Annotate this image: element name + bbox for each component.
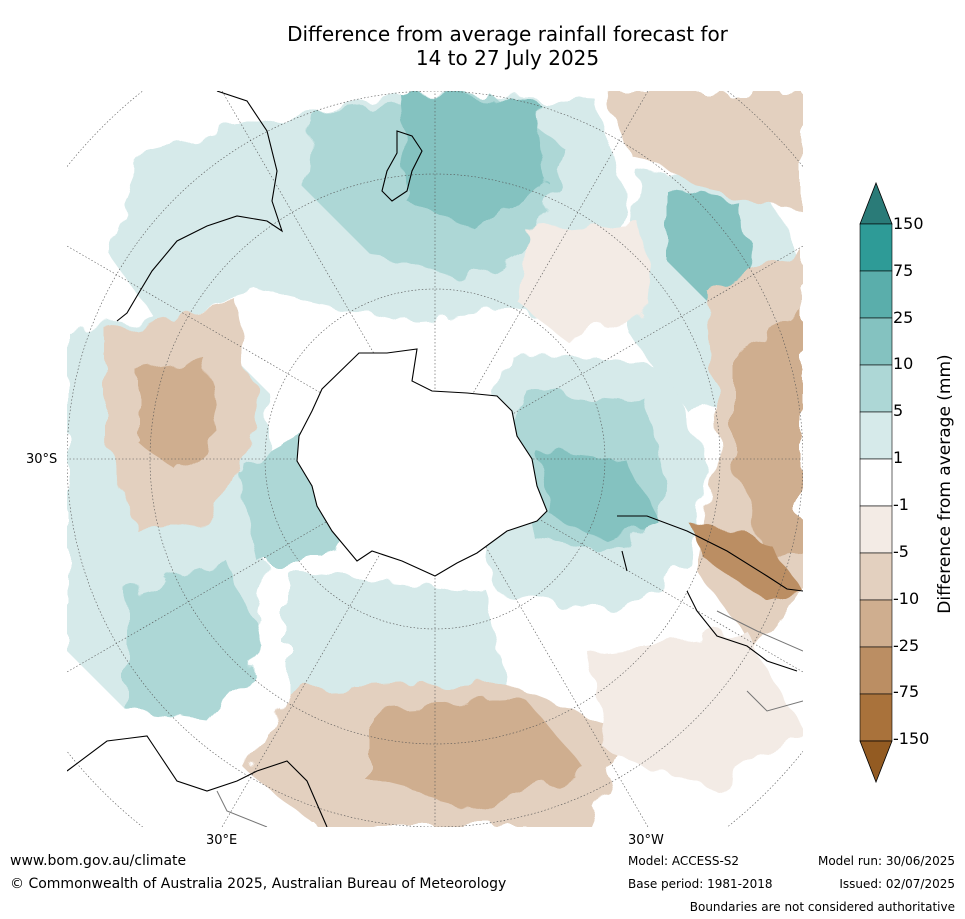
dry-region-south-core <box>367 701 587 811</box>
colorbar-extension-above <box>859 181 893 225</box>
dry-region-light-2 <box>587 631 803 791</box>
map-title-line-2: 14 to 27 July 2025 <box>415 46 600 70</box>
footer-url: www.bom.gov.au/climate <box>10 853 187 869</box>
colorbar-extension-below <box>859 740 893 784</box>
map-title: Difference from average rainfall forecas… <box>150 22 865 70</box>
colorbar-swatch <box>859 505 893 554</box>
colorbar-tick-label: -10 <box>893 589 920 608</box>
south-america-coastline <box>617 515 803 672</box>
colorbar-swatch <box>859 411 893 460</box>
longitude-label-30e: 30°E <box>206 833 238 848</box>
colorbar-swatch <box>859 552 893 601</box>
colorbar-tick-label: -25 <box>893 636 920 655</box>
colorbar-tick-label: 10 <box>893 354 914 373</box>
footer-model-run: Model run: 30/06/2025 <box>817 854 955 868</box>
antarctica-coastline <box>296 348 548 577</box>
colorbar-swatch <box>859 693 893 742</box>
footer-issued: Issued: 02/07/2025 <box>839 877 955 891</box>
colorbar-tick-label: 75 <box>893 261 914 280</box>
longitude-label-30w: 30°W <box>628 833 664 848</box>
rainfall-anomaly-map <box>67 91 803 827</box>
latitude-label-30s: 30°S <box>26 452 58 467</box>
colorbar-swatch <box>859 646 893 695</box>
colorbar-tick-label: -150 <box>893 729 930 748</box>
anomaly-shading <box>67 91 803 827</box>
colorbar-tick-label: 150 <box>893 214 924 233</box>
australia-coastline <box>116 91 284 322</box>
coastlines <box>67 91 803 827</box>
colorbar-swatch <box>859 599 893 648</box>
colorbar-tick-label: -5 <box>893 542 909 561</box>
footer-base-period: Base period: 1981-2018 <box>628 877 773 891</box>
footer-copyright: © Commonwealth of Australia 2025, Austra… <box>10 876 507 892</box>
colorbar <box>859 181 893 784</box>
colorbar-swatch <box>859 270 893 319</box>
colorbar-tick-label: 1 <box>893 448 904 467</box>
wet-region-indian-mid <box>127 561 267 721</box>
africa-coastline <box>67 735 328 827</box>
colorbar-tick-label: -1 <box>893 495 909 514</box>
country-boundaries <box>216 610 803 827</box>
colorbar-swatch <box>859 223 893 272</box>
colorbar-tick-label: 25 <box>893 308 914 327</box>
dry-region-light-1 <box>517 221 657 341</box>
colorbar-swatch <box>859 317 893 366</box>
wet-region-tasman-core <box>397 91 547 231</box>
footer-boundaries-note: Boundaries are not considered authoritat… <box>689 900 955 914</box>
colorbar-swatch <box>859 458 893 507</box>
colorbar-tick-label: 5 <box>893 401 904 420</box>
map-title-line-1: Difference from average rainfall forecas… <box>287 22 728 46</box>
colorbar-tick-label: -75 <box>893 682 920 701</box>
footer-model: Model: ACCESS-S2 <box>628 854 740 868</box>
wet-region-pacific-core <box>667 191 757 301</box>
new-zealand-coastline <box>381 130 423 202</box>
dry-region-pacific-north <box>607 91 803 211</box>
wet-region-drake-core <box>537 451 657 541</box>
dry-region-indian-core <box>137 361 217 471</box>
colorbar-swatches <box>859 181 893 784</box>
colorbar-title: Difference from average (mm) <box>935 354 955 614</box>
dry-region-south-atlantic-mid <box>737 311 803 571</box>
colorbar-swatch <box>859 364 893 413</box>
